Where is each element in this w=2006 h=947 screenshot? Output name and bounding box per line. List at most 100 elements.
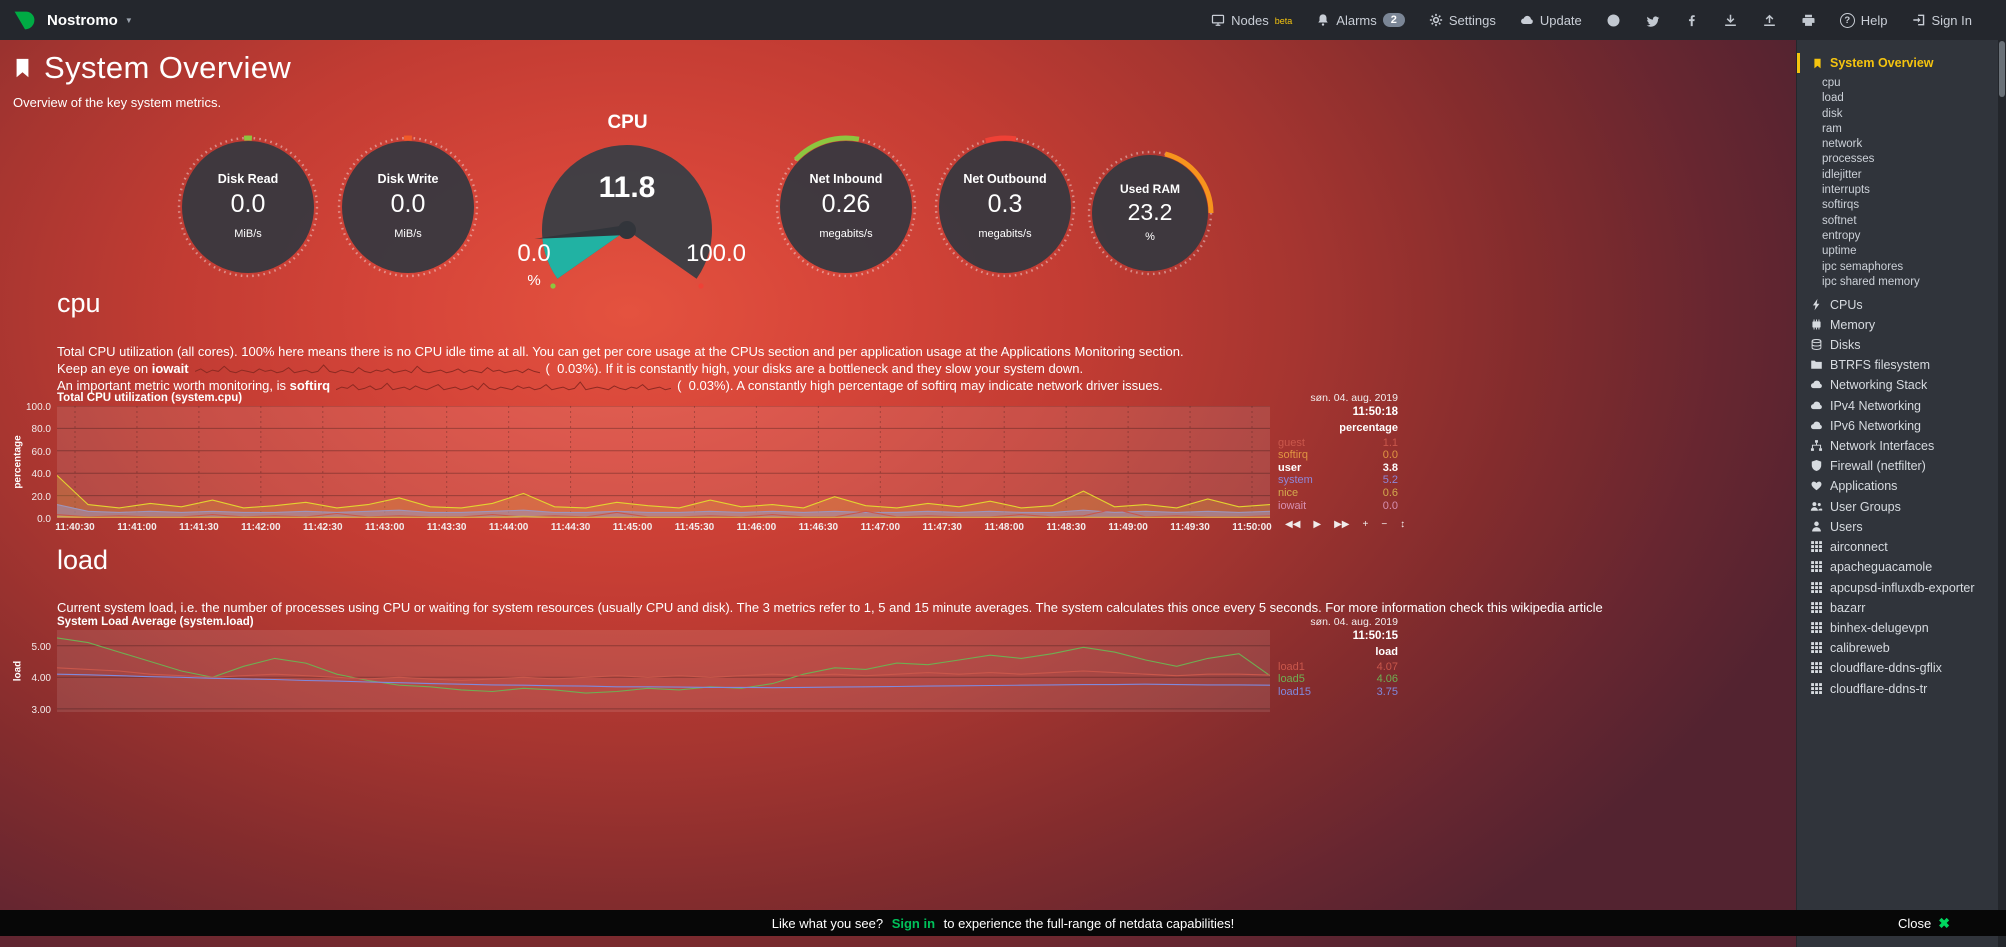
user-icon xyxy=(1810,520,1823,533)
help-button[interactable]: ? Help xyxy=(1839,12,1888,28)
y-axis-tick: 80.0 xyxy=(31,424,51,435)
sidebar-item-airconnect[interactable]: airconnect xyxy=(1797,538,2006,558)
gauge-disk-write[interactable]: Disk Write 0.0 MiB/s xyxy=(333,132,483,282)
gauge-net-outbound[interactable]: Net Outbound 0.3 megabits/s xyxy=(930,132,1080,282)
legend-item-load5[interactable]: load5 4.06 xyxy=(1278,673,1398,686)
export-snapshot-icon[interactable] xyxy=(1762,13,1777,28)
sidebar-subitem-entropy[interactable]: entropy xyxy=(1822,229,1861,242)
sidebar-item-bazarr[interactable]: bazarr xyxy=(1797,598,2006,618)
netdata-logo-icon[interactable] xyxy=(12,8,37,33)
sidebar-item-calibreweb[interactable]: calibreweb xyxy=(1797,639,2006,659)
hostname-caret-down-icon[interactable]: ▼ xyxy=(124,15,133,25)
alarms-count-badge: 2 xyxy=(1382,13,1405,27)
sidebar-subitem-ram[interactable]: ram xyxy=(1822,122,1842,135)
print-icon[interactable] xyxy=(1801,13,1816,28)
bookmark-icon xyxy=(1812,57,1823,70)
sidebar-item-apacheguacamole[interactable]: apacheguacamole xyxy=(1797,558,2006,578)
facebook-icon[interactable] xyxy=(1684,13,1699,28)
sitemap-icon xyxy=(1810,439,1823,452)
legend-item-system[interactable]: system 5.2 xyxy=(1278,474,1398,487)
banner-text: Like what you see? Sign in to experience… xyxy=(771,915,1235,931)
alarms-button[interactable]: Alarms 2 xyxy=(1316,13,1405,28)
sidebar-item-network-interfaces[interactable]: Network Interfaces xyxy=(1797,437,2006,457)
chart-toolbar-pan-forward[interactable]: ▶▶ xyxy=(1334,519,1350,530)
sidebar-item-disks[interactable]: Disks xyxy=(1797,336,2006,356)
grid-icon xyxy=(1810,661,1823,674)
legend-item-load1[interactable]: load1 4.07 xyxy=(1278,660,1398,673)
sidebar-item-ipv6-networking[interactable]: IPv6 Networking xyxy=(1797,416,2006,436)
sidebar-item-btrfs-filesystem[interactable]: BTRFS filesystem xyxy=(1797,356,2006,376)
sidebar-item-applications[interactable]: Applications xyxy=(1797,477,2006,497)
cpu-gauge-max: 100.0 xyxy=(685,240,747,267)
gauge-used-ram[interactable]: Used RAM 23.2 % xyxy=(1075,138,1225,288)
gauge-label: Net Inbound xyxy=(809,172,883,186)
scrollbar-thumb[interactable] xyxy=(1999,41,2005,97)
chart-toolbar-play[interactable]: ▶ xyxy=(1313,519,1322,530)
y-axis: 0.0 20.0 40.0 60.0 80.0 100.0 xyxy=(0,402,53,525)
chart-toolbar-zoom-in[interactable]: + xyxy=(1362,519,1369,530)
y-axis: 3.00 4.00 5.00 xyxy=(0,630,53,742)
sidebar-subitem-network[interactable]: network xyxy=(1822,138,1863,151)
gauge-value: 0.0 xyxy=(390,190,426,218)
twitter-icon[interactable] xyxy=(1645,13,1660,28)
page-subtitle: Overview of the key system metrics. xyxy=(13,95,222,110)
cpu-chart-plot[interactable] xyxy=(57,406,1270,518)
banner-signin-link[interactable]: Sign in xyxy=(891,915,936,931)
topnav: Nodes beta Alarms 2 Settings Update xyxy=(1211,12,1972,28)
chart-toolbar-zoom-out[interactable]: − xyxy=(1381,519,1388,530)
chip-icon xyxy=(1810,318,1823,331)
sidebar-item-cloudflare-ddns-tr[interactable]: cloudflare-ddns-tr xyxy=(1797,679,2006,699)
legend-item-nice[interactable]: nice 0.6 xyxy=(1278,487,1398,500)
gauge-max-dot xyxy=(698,283,704,289)
banner-close-button[interactable]: Close ✖ xyxy=(1898,914,1950,931)
sidebar-item-user-groups[interactable]: User Groups xyxy=(1797,497,2006,517)
chart-toolbar-pan-backward[interactable]: ◀◀ xyxy=(1285,519,1301,530)
sidebar-item-users[interactable]: Users xyxy=(1797,517,2006,537)
gauge-net-inbound[interactable]: Net Inbound 0.26 megabits/s xyxy=(771,132,921,282)
load-chart-plot[interactable] xyxy=(57,630,1270,712)
sidebar-item-cloudflare-ddns-gflix[interactable]: cloudflare-ddns-gflix xyxy=(1797,659,2006,679)
signin-button[interactable]: Sign In xyxy=(1912,13,1972,28)
chart-toolbar-resize[interactable]: ↕ xyxy=(1400,519,1406,530)
cpu-description-3: An important metric worth monitoring, is… xyxy=(57,378,1163,393)
nodes-button[interactable]: Nodes beta xyxy=(1211,13,1292,28)
sidebar-subitem-softirqs[interactable]: softirqs xyxy=(1822,199,1860,212)
legend-item-guest[interactable]: guest 1.1 xyxy=(1278,436,1398,449)
sidebar-subitem-ipc-shared-memory[interactable]: ipc shared memory xyxy=(1822,275,1920,288)
sidebar-item-binhex-delugevpn[interactable]: binhex-delugevpn xyxy=(1797,618,2006,638)
sidebar-subitem-cpu[interactable]: cpu xyxy=(1822,77,1841,89)
chart-time: 11:50:15 xyxy=(1352,629,1398,642)
sidebar-subitem-disk[interactable]: disk xyxy=(1822,107,1843,120)
import-snapshot-icon[interactable] xyxy=(1723,13,1738,28)
sidebar-item-cpus[interactable]: CPUs xyxy=(1797,295,2006,315)
legend-item-softirq[interactable]: softirq 0.0 xyxy=(1278,449,1398,462)
legend-item-load15[interactable]: load15 3.75 xyxy=(1278,685,1398,698)
sidebar-subitem-ipc-semaphores[interactable]: ipc semaphores xyxy=(1822,260,1904,273)
hostname[interactable]: Nostromo xyxy=(47,11,118,29)
sidebar-item-ipv4-networking[interactable]: IPv4 Networking xyxy=(1797,396,2006,416)
sidebar-subitem-uptime[interactable]: uptime xyxy=(1822,245,1857,258)
sidebar-item-memory[interactable]: Memory xyxy=(1797,315,2006,335)
legend-item-iowait[interactable]: iowait 0.0 xyxy=(1278,499,1398,512)
sidebar-subitem-idlejitter[interactable]: idlejitter xyxy=(1822,168,1862,181)
github-icon[interactable] xyxy=(1606,13,1621,28)
y-axis-tick: 5.00 xyxy=(31,642,51,653)
sidebar-item-firewall-netfilter-[interactable]: Firewall (netfilter) xyxy=(1797,457,2006,477)
sidebar-item-networking-stack[interactable]: Networking Stack xyxy=(1797,376,2006,396)
page-scrollbar[interactable] xyxy=(1998,40,2006,947)
update-button[interactable]: Update xyxy=(1520,13,1582,28)
cpu-description-2: Keep an eye on iowait( 0.03%). If it is … xyxy=(57,361,1084,376)
grid-icon xyxy=(1810,641,1823,654)
legend-item-user[interactable]: user 3.8 xyxy=(1278,461,1398,474)
gauge-cpu[interactable]: CPU 11.8 0.0 100.0 % xyxy=(505,112,750,332)
sidebar-subitem-load[interactable]: load xyxy=(1822,92,1844,105)
iowait-sparkline xyxy=(194,364,540,374)
sidebar-subitem-processes[interactable]: processes xyxy=(1822,153,1875,166)
gauge-disk-read[interactable]: Disk Read 0.0 MiB/s xyxy=(173,132,323,282)
sidebar-item-system-overview[interactable]: System Overview xyxy=(1797,53,2006,73)
softirq-sparkline xyxy=(335,381,672,391)
sidebar-subitem-softnet[interactable]: softnet xyxy=(1822,214,1857,227)
sidebar-item-apcupsd-influxdb-exporter[interactable]: apcupsd-influxdb-exporter xyxy=(1797,578,2006,598)
sidebar-subitem-interrupts[interactable]: interrupts xyxy=(1822,184,1870,197)
settings-button[interactable]: Settings xyxy=(1429,13,1496,28)
